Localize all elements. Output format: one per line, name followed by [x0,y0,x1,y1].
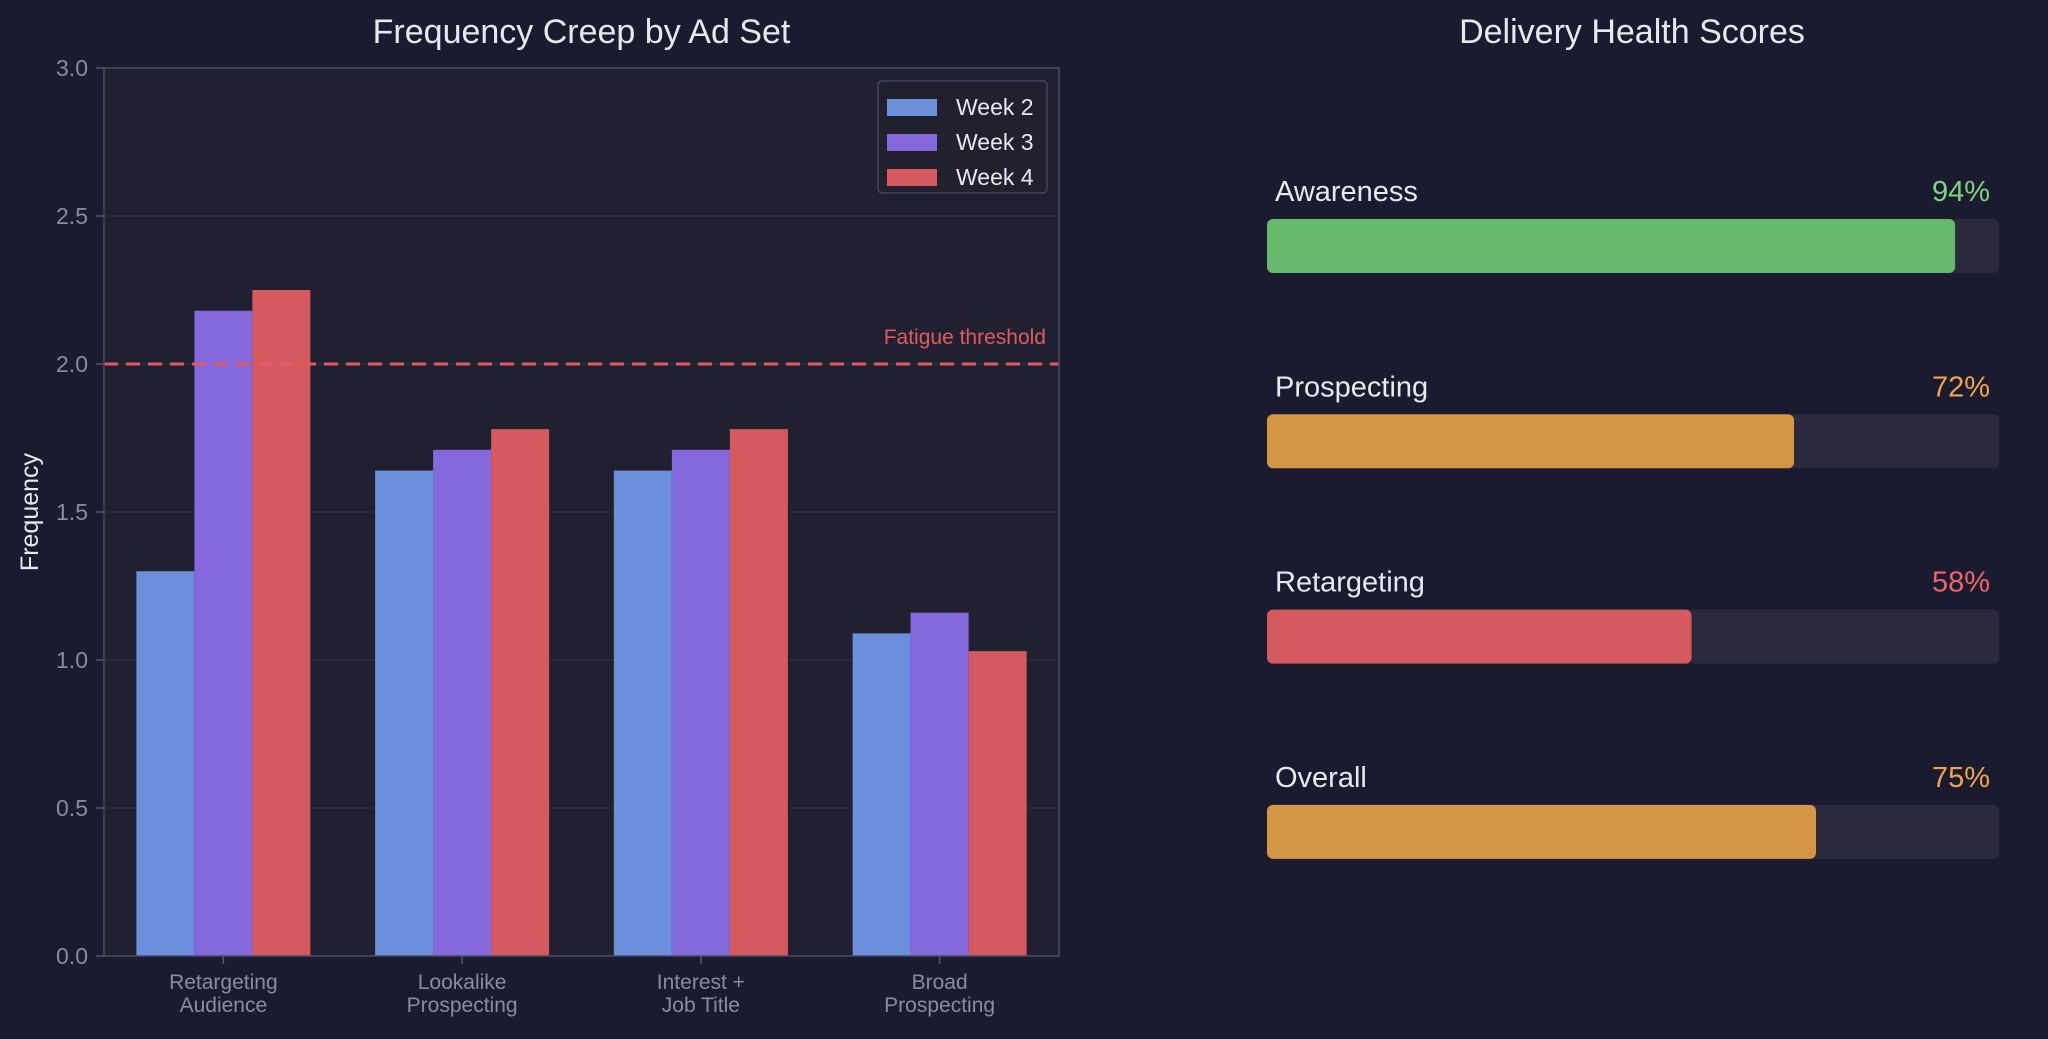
health-label: Prospecting [1275,371,1428,403]
health-title: Delivery Health Scores [1459,13,1805,51]
bar [136,571,195,956]
frequency-chart: Fatigue threshold 0.0 0.5 1.0 1.5 2.0 2.5 3.0 R… [16,13,1060,1017]
health-fill [1267,609,1692,664]
chart-title: Frequency Creep by Ad Set [373,13,791,51]
x-tick-label: Audience [180,994,268,1017]
bar [375,470,434,956]
bar [433,449,492,956]
legend-swatch [887,169,937,186]
health-value: 58% [1932,567,1990,599]
health-value: 75% [1932,762,1990,794]
health-fill [1267,414,1795,469]
y-axis-label: Frequency [16,452,44,571]
health-row: Overall 75% [1267,762,1999,859]
health-value: 94% [1932,176,1990,208]
bar [194,310,253,957]
health-row: Prospecting 72% [1267,371,1999,469]
health-rows: Awareness 94% Prospecting 72% Retargeting 58%… [1267,176,1999,859]
x-tick-label: Broad [912,971,968,994]
y-tick-label: 2.0 [56,351,88,377]
bar [729,429,788,956]
x-tick-label: Retargeting [169,971,278,994]
y-tick-label: 3.0 [56,55,88,81]
axes: 0.0 0.5 1.0 1.5 2.0 2.5 3.0 RetargetingAudience… [56,55,1060,1017]
plot-frame [103,67,1060,957]
fatigue-threshold: Fatigue threshold [104,326,1059,366]
y-tick-label: 1.0 [56,647,88,673]
legend-swatch [887,99,937,116]
chart-legend: Week 2 Week 3 Week 4 [877,80,1048,194]
legend-label: Week 2 [956,94,1034,120]
health-fill [1267,219,1956,273]
health-label: Retargeting [1275,567,1425,599]
bar [491,429,550,956]
health-label: Overall [1275,762,1367,794]
y-tick-label: 1.5 [56,499,88,525]
x-tick-label: Lookalike [418,971,507,994]
x-tick-label: Prospecting [884,994,995,1017]
threshold-label: Fatigue threshold [884,326,1046,349]
legend-label: Week 4 [956,164,1034,190]
bar [252,290,311,956]
x-tick-label: Prospecting [407,994,518,1017]
legend-swatch [887,134,937,151]
bar [671,449,730,956]
y-tick-label: 2.5 [56,203,88,229]
y-tick-label: 0.0 [56,943,88,969]
health-row: Awareness 94% [1267,176,1999,273]
bar [968,651,1027,956]
x-tick-label: Job Title [662,994,740,1017]
health-value: 72% [1932,371,1990,403]
bar [910,612,969,956]
health-label: Awareness [1275,176,1418,208]
bar [852,633,911,956]
x-tick-label: Interest + [657,971,745,994]
y-tick-label: 0.5 [56,795,88,821]
bars [136,290,1027,957]
legend-label: Week 3 [956,129,1034,155]
health-fill [1267,804,1816,859]
health-scores-chart: Delivery Health Scores Awareness 94% Prosp… [1267,13,1999,859]
bar [613,470,672,956]
health-row: Retargeting 58% [1267,567,1999,664]
